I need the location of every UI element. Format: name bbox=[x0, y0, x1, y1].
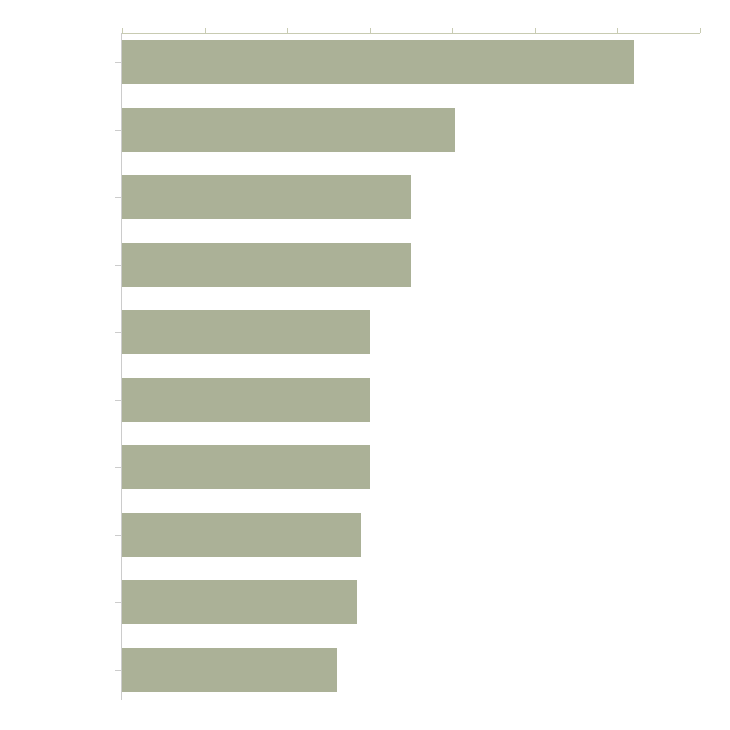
bar bbox=[122, 445, 370, 489]
category-axis-tick bbox=[115, 602, 121, 603]
bar bbox=[122, 175, 411, 219]
bar bbox=[122, 378, 370, 422]
x-axis-tick bbox=[370, 28, 371, 33]
category-axis-tick bbox=[115, 197, 121, 198]
x-axis-tick bbox=[452, 28, 453, 33]
bar bbox=[122, 243, 411, 287]
x-axis-line bbox=[121, 33, 700, 34]
x-axis-tick bbox=[122, 28, 123, 33]
bar bbox=[122, 310, 370, 354]
bar bbox=[122, 648, 337, 692]
y-axis-line bbox=[121, 33, 122, 700]
category-axis-tick bbox=[115, 535, 121, 536]
category-axis-tick bbox=[115, 265, 121, 266]
x-axis-tick bbox=[287, 28, 288, 33]
category-axis-tick bbox=[115, 62, 121, 63]
bar bbox=[122, 580, 357, 624]
category-axis-tick bbox=[115, 332, 121, 333]
bar bbox=[122, 108, 455, 152]
category-axis-tick bbox=[115, 130, 121, 131]
bar bbox=[122, 513, 361, 557]
category-axis-tick bbox=[115, 400, 121, 401]
x-axis-tick bbox=[535, 28, 536, 33]
bar bbox=[122, 40, 634, 84]
x-axis-tick bbox=[617, 28, 618, 33]
category-axis-tick bbox=[115, 467, 121, 468]
x-axis-tick bbox=[700, 28, 701, 33]
x-axis-tick bbox=[205, 28, 206, 33]
category-axis-tick bbox=[115, 670, 121, 671]
